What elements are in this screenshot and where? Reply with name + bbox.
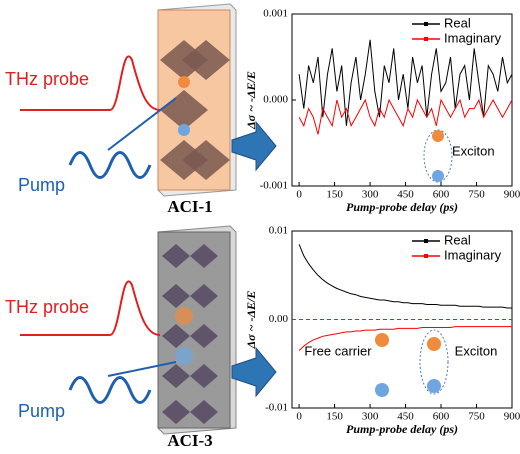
x-tick-label: 150 bbox=[326, 189, 343, 201]
x-tick-label: 900 bbox=[504, 189, 520, 201]
legend-marker bbox=[424, 254, 428, 258]
x-tick-label: 450 bbox=[397, 411, 414, 423]
schematic-top bbox=[20, 3, 277, 197]
series-line bbox=[298, 39, 513, 126]
pump-label: Pump bbox=[18, 175, 65, 195]
annotation: Free carrier bbox=[304, 343, 372, 358]
annotation: Exciton bbox=[452, 143, 495, 158]
sample-label: ACI-3 bbox=[167, 431, 212, 450]
legend-label: Imaginary bbox=[444, 247, 502, 262]
legend-label: Real bbox=[444, 15, 471, 30]
x-tick-label: 0 bbox=[296, 411, 302, 423]
x-tick-label: 750 bbox=[468, 189, 485, 201]
x-axis-label: Pump-probe delay (ps) bbox=[346, 422, 458, 436]
x-tick-label: 0 bbox=[296, 189, 302, 201]
x-tick-label: 600 bbox=[433, 411, 450, 423]
x-tick-label: 300 bbox=[362, 411, 379, 423]
annotation: Exciton bbox=[455, 343, 498, 358]
pump-label: Pump bbox=[18, 401, 65, 421]
schematic-bottom bbox=[20, 225, 277, 435]
series-line bbox=[298, 326, 512, 351]
legend-marker bbox=[424, 37, 428, 41]
x-tick-label: 750 bbox=[468, 411, 485, 423]
sample-label: ACI-1 bbox=[167, 197, 212, 216]
legend-marker bbox=[424, 22, 428, 26]
legend-label: Real bbox=[444, 232, 471, 247]
y-tick-label: 0.000 bbox=[263, 94, 288, 106]
probe-label: THz probe bbox=[5, 297, 89, 317]
probe-label: THz probe bbox=[5, 69, 89, 89]
y-tick-label: 0.00 bbox=[269, 313, 289, 325]
x-tick-label: 300 bbox=[362, 189, 379, 201]
x-tick-label: 600 bbox=[433, 189, 450, 201]
exciton-glyph bbox=[375, 129, 453, 397]
x-tick-label: 450 bbox=[397, 189, 414, 201]
legend-label: Imaginary bbox=[444, 30, 502, 45]
y-tick-label: 0.01 bbox=[269, 225, 288, 237]
y-tick-label: 0.001 bbox=[263, 8, 288, 20]
y-axis-label: Δσ ~ -ΔE/E bbox=[244, 71, 258, 130]
legend-marker bbox=[424, 239, 428, 243]
series-line bbox=[298, 98, 513, 135]
x-axis-label: Pump-probe delay (ps) bbox=[346, 200, 458, 214]
y-axis-label: Δσ ~ -ΔE/E bbox=[244, 291, 258, 350]
x-tick-label: 150 bbox=[326, 411, 343, 423]
x-tick-label: 900 bbox=[504, 411, 520, 423]
series-line bbox=[298, 244, 512, 309]
y-tick-label: -0.001 bbox=[260, 180, 288, 192]
y-tick-label: -0.01 bbox=[265, 402, 288, 414]
